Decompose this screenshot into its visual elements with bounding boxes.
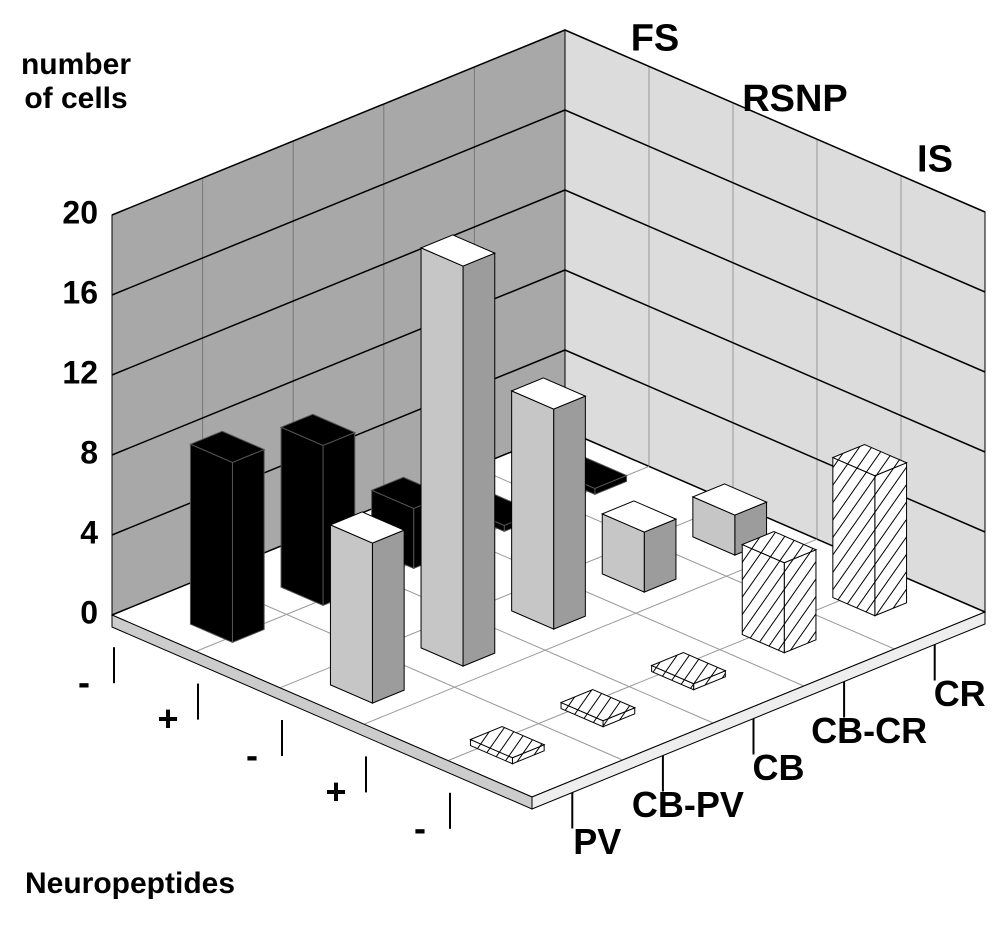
bar [469,726,546,765]
floor-edge [531,611,986,810]
bar-front [329,524,373,704]
bar-top [510,377,587,410]
bar [831,444,908,617]
x-tick-label: PV [573,821,621,862]
bar-side [783,549,817,654]
bar-front [511,390,555,630]
legend-label: IS [917,139,953,181]
floor-grid [363,538,818,725]
bar-top [740,531,818,564]
y-tick-label: 8 [80,434,98,470]
x-tick-label: CB-CR [811,710,927,751]
y-tick-label: 4 [80,514,98,550]
bar-top [189,430,266,463]
x-tick-label: CB [753,747,805,788]
bar [189,430,266,644]
depth-axis-label: Neuropeptides [25,867,235,900]
bar-side [874,462,908,617]
depth-tick-label: + [157,698,178,739]
y-axis-label: number of cells [20,48,131,115]
grid-line [111,189,986,376]
bar [600,500,678,593]
floor-grid [202,577,623,761]
grid-line [111,29,986,216]
x-tick-label: CB-PV [632,784,744,825]
bar-front [832,456,876,617]
bar-top [831,444,908,477]
bar-side [553,395,586,630]
grid-line [111,109,986,296]
y-tick-label: 0 [80,594,98,630]
bar-top [469,726,546,759]
bar [650,652,727,691]
bar-top [419,234,497,267]
bar-top [279,413,357,446]
bar-side [231,448,265,644]
y-tick-label: 12 [62,354,98,390]
bar-top [600,500,678,533]
x-tick-label: CR [934,673,986,714]
bar-front [420,247,464,667]
bar-top [329,511,406,544]
bar [329,511,406,704]
y-tick-label: 16 [62,274,98,310]
depth-tick-label: - [78,662,90,703]
depth-tick-label: - [414,807,426,848]
depth-tick-label: - [246,735,258,776]
bar-top [691,483,768,516]
y-tick-label: 20 [62,194,98,230]
bar-side [371,529,405,704]
bar-top [650,652,727,685]
bar-side [462,252,496,667]
legend-label: RSNP [742,78,848,120]
legend-label: FS [631,17,680,59]
bar [510,377,587,630]
depth-tick-label: + [325,771,346,812]
bar-front [189,443,233,644]
grid-line [111,269,986,456]
bar [559,689,637,728]
bar-front [741,543,785,654]
bar-front [280,426,324,607]
bar [419,234,497,667]
bar [740,531,818,654]
bar-top [559,689,637,722]
